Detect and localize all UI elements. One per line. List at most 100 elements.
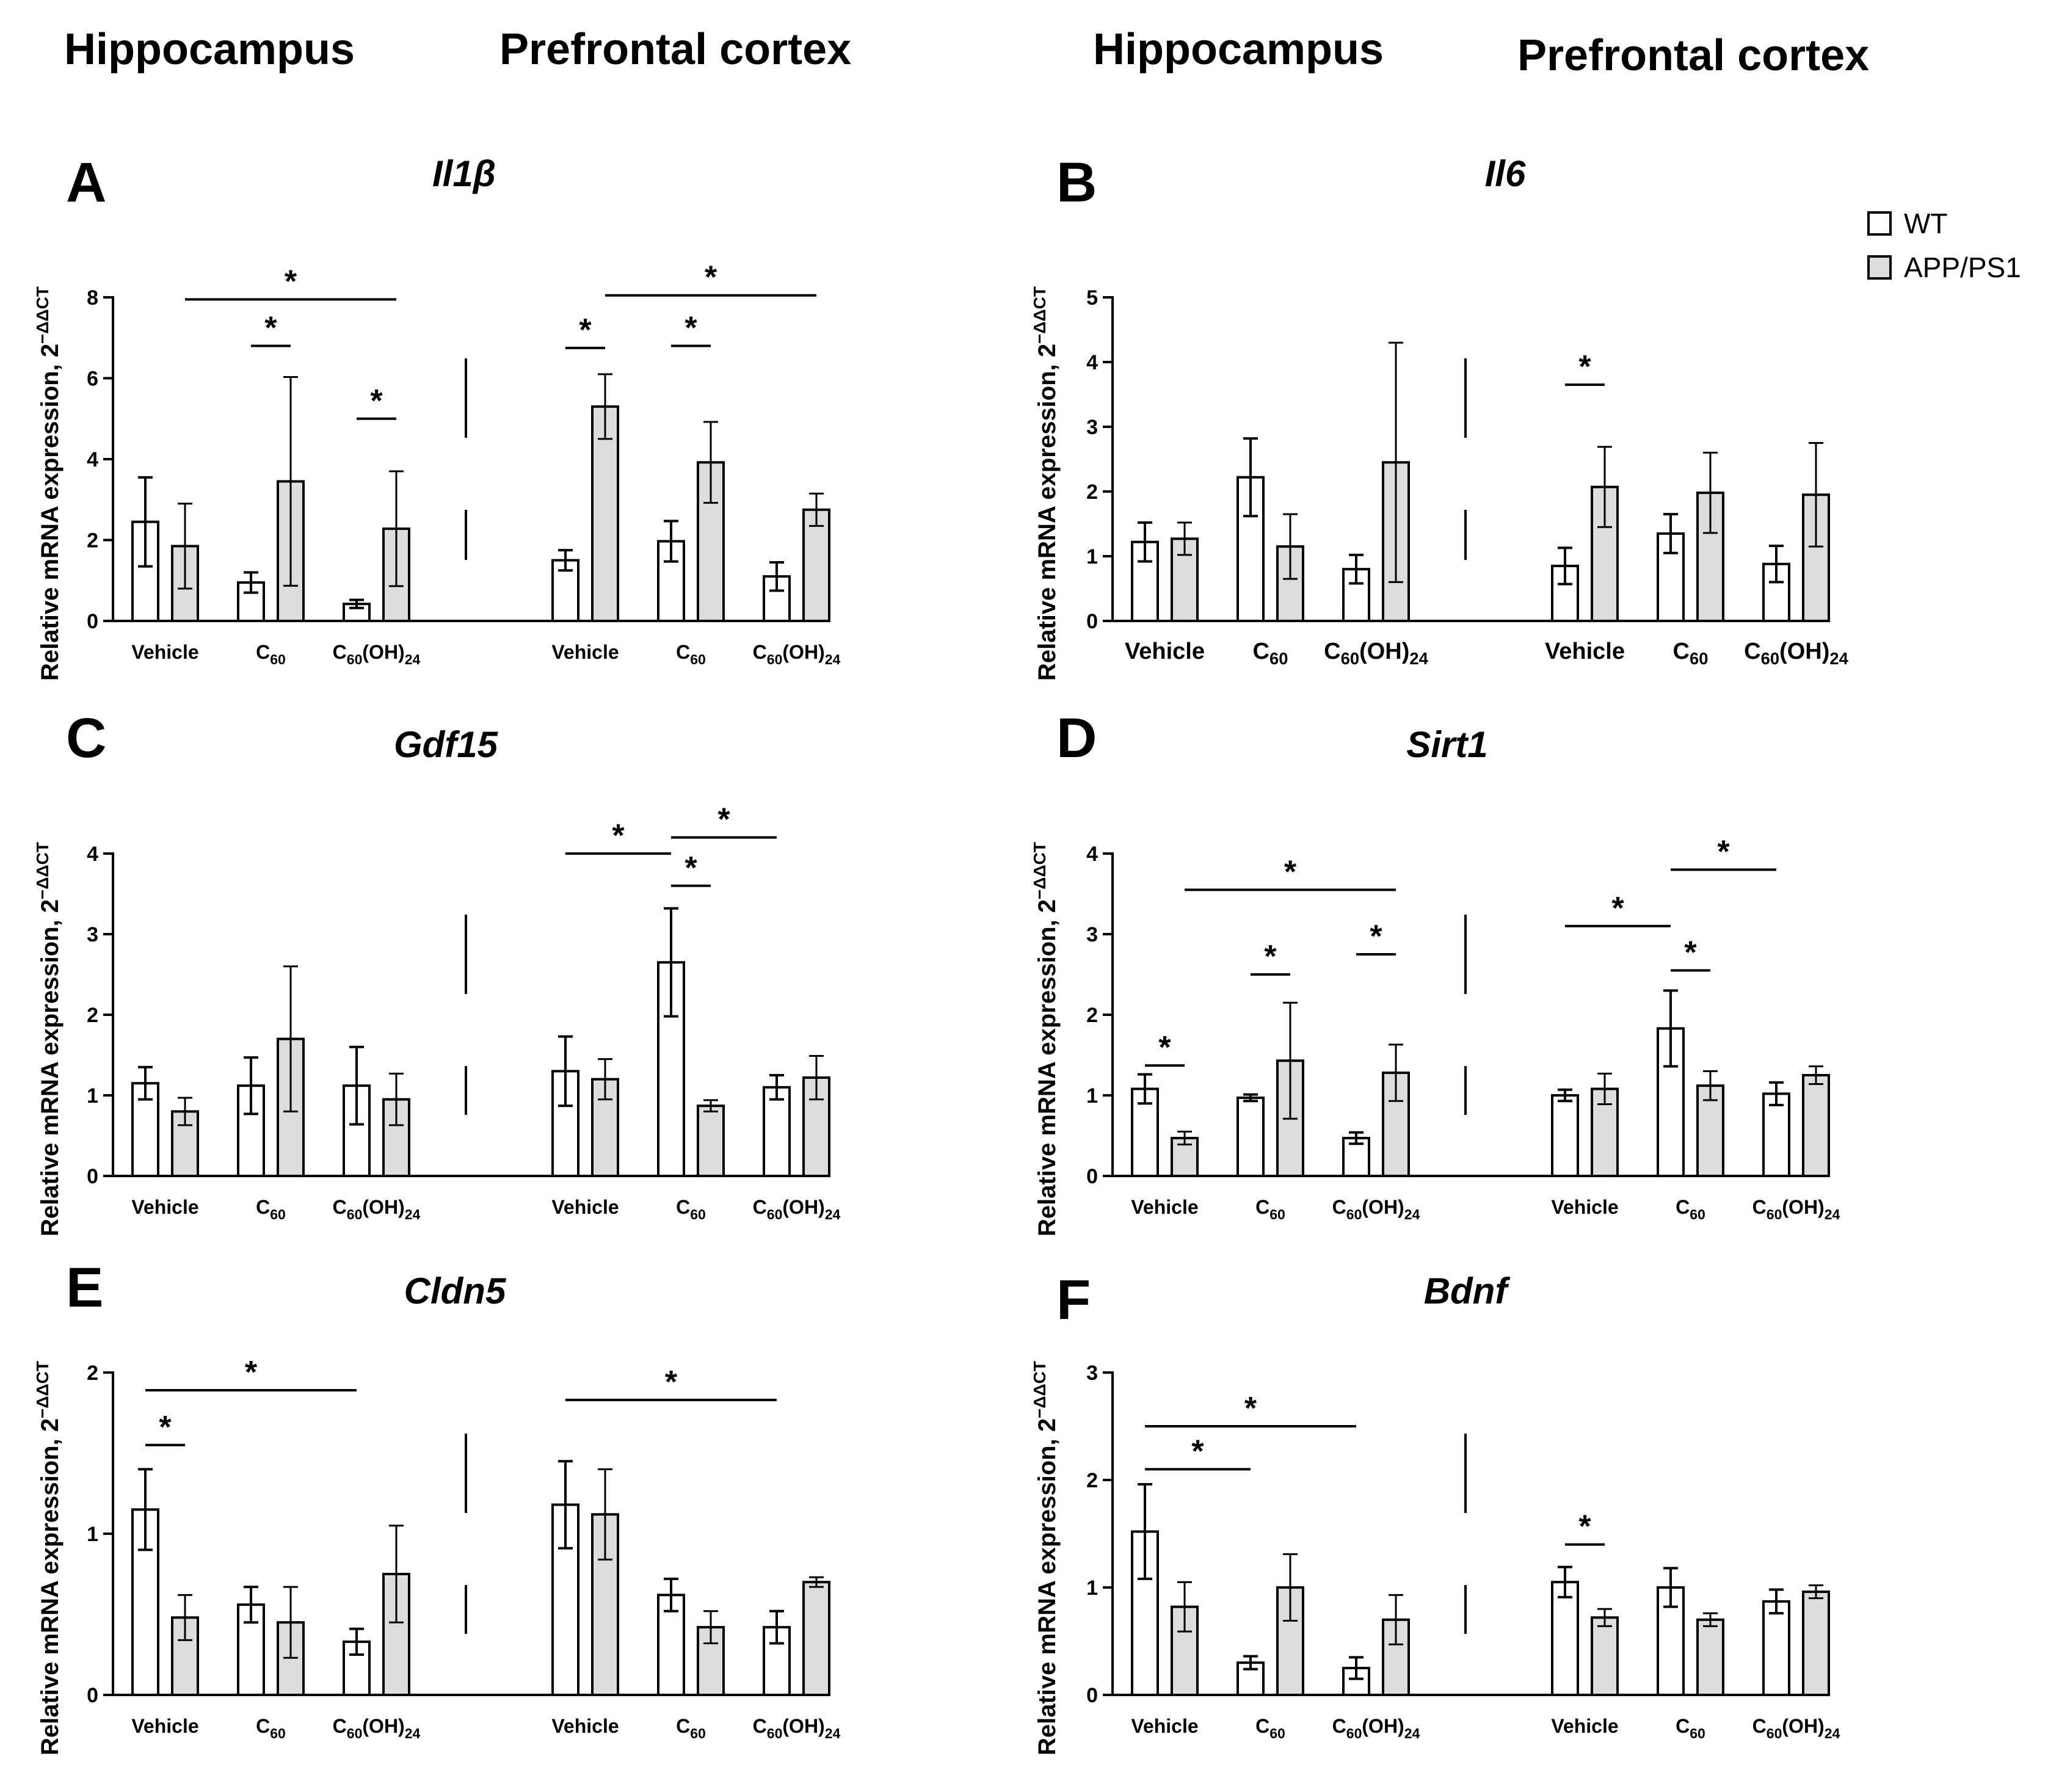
x-category-label-c60: C60: [1676, 1715, 1705, 1741]
y-tick-label: 1: [1086, 1576, 1098, 1600]
x-category-label-c60-oh-24: C60(OH)24: [1744, 639, 1848, 668]
y-tick-label: 1: [87, 1084, 98, 1108]
error-bar-app-ps1: [809, 1054, 824, 1101]
error-bar-app-ps1: [178, 502, 192, 590]
x-category-label-c60-oh-24: C60(OH)24: [1324, 639, 1428, 668]
x-category-label-c60-oh-24: C60(OH)24: [333, 641, 421, 667]
x-category-label-c60: C60: [1253, 639, 1288, 668]
significance-star: *: [1284, 854, 1297, 890]
error-bar-wt: [1663, 513, 1678, 554]
y-axis-label: Relative mRNA expression, 2−ΔΔCT: [33, 286, 64, 681]
error-bar-app-ps1: [1703, 1070, 1718, 1101]
y-tick-label: 0: [87, 1165, 98, 1188]
significance-star: *: [685, 851, 697, 886]
y-axis-label: Relative mRNA expression, 2−ΔΔCT: [33, 842, 64, 1236]
y-tick-label: 2: [87, 1004, 98, 1027]
error-bar-app-ps1: [1389, 341, 1403, 583]
x-category-label-c60: C60: [256, 1196, 286, 1222]
error-bar-app-ps1: [1177, 521, 1192, 556]
panel-d: D Sirt1 Relative mRNA expression, 2−ΔΔCT 0 1…: [1030, 707, 1840, 1236]
significance-star: *: [1684, 935, 1697, 970]
error-bar-wt: [664, 1577, 678, 1612]
x-category-label-c60: C60: [256, 641, 286, 667]
x-category-label-vehicle: Vehicle: [551, 1715, 619, 1737]
error-bar-app-ps1: [598, 373, 612, 440]
error-bar-app-ps1: [283, 376, 298, 587]
error-bar-wt: [558, 1035, 573, 1108]
significance-star: *: [245, 1355, 258, 1390]
y-tick-label: 2: [87, 1362, 98, 1385]
panel-e: E Cldn5 Relative mRNA expression, 2−ΔΔCT 0 1…: [33, 1257, 841, 1755]
bar-app-ps1-c60-prefrontal: [697, 1105, 725, 1178]
x-category-label-c60: C60: [1676, 1196, 1705, 1222]
error-bar-wt: [138, 1468, 153, 1551]
bar-app-ps1-c60-oh-24-prefrontal: [1802, 1591, 1830, 1697]
error-bar-wt: [558, 549, 573, 572]
y-tick-label: 1: [1086, 1084, 1098, 1108]
gene-title: Gdf15: [394, 724, 499, 765]
x-category-label-c60-oh-24: C60(OH)24: [333, 1196, 421, 1222]
significance-star: *: [612, 818, 625, 854]
y-tick-label: 2: [87, 529, 98, 553]
panel-c: C Gdf15 Relative mRNA expression, 2−ΔΔCT 0 1…: [33, 707, 841, 1236]
significance-star: *: [705, 260, 717, 296]
error-bar-app-ps1: [1389, 1043, 1403, 1102]
x-category-label-vehicle: Vehicle: [1551, 1196, 1618, 1218]
gene-title: Il1β: [432, 153, 496, 194]
significance-star: *: [1370, 919, 1382, 954]
significance-star: *: [1264, 939, 1277, 974]
y-tick-label: 3: [1086, 416, 1098, 439]
gene-title: Sirt1: [1406, 724, 1487, 765]
error-bar-app-ps1: [389, 1072, 404, 1126]
significance-star: *: [579, 313, 592, 348]
significance-star: *: [370, 383, 383, 419]
error-bar-wt: [349, 1045, 364, 1126]
error-bar-app-ps1: [283, 965, 298, 1112]
bar-wt-c60-oh-24-prefrontal: [763, 1086, 791, 1178]
y-axis-label: Relative mRNA expression, 2−ΔΔCT: [33, 1361, 64, 1755]
error-bar-app-ps1: [1703, 451, 1718, 534]
panel-letter-d: D: [1056, 707, 1097, 769]
legend-label-app-ps1: APP/PS1: [1904, 252, 2021, 283]
bar-wt-vehicle-prefrontal: [1551, 1094, 1579, 1177]
significance-star: *: [264, 311, 277, 346]
error-bar-app-ps1: [389, 1525, 404, 1623]
y-axis-label: Relative mRNA expression, 2−ΔΔCT: [1030, 842, 1061, 1236]
bar-app-ps1-vehicle-prefrontal: [1591, 1616, 1619, 1697]
error-bar-wt: [664, 907, 678, 1018]
error-bar-app-ps1: [809, 1576, 824, 1588]
y-tick-label: 1: [1086, 545, 1098, 568]
significance-star: *: [1611, 891, 1624, 926]
y-tick-label: 4: [87, 448, 98, 471]
error-bar-app-ps1: [703, 421, 718, 504]
error-bar-wt: [1769, 1081, 1784, 1106]
panel-a: A Il1β Relative mRNA expression, 2−ΔΔCT 0 2 4…: [33, 151, 841, 681]
error-bar-wt: [1769, 545, 1784, 584]
y-tick-label: 0: [1086, 1165, 1098, 1188]
y-tick-label: 0: [87, 1684, 98, 1707]
x-category-label-vehicle: Vehicle: [1545, 639, 1625, 664]
bar-app-ps1-c60-oh-24-prefrontal: [802, 1581, 830, 1696]
panel-letter-f: F: [1056, 1269, 1091, 1331]
x-category-label-c60-oh-24: C60(OH)24: [753, 1715, 841, 1741]
error-bar-app-ps1: [283, 1586, 298, 1659]
legend-swatch-app-ps1: [1867, 255, 1892, 280]
error-bar-wt: [769, 1609, 784, 1645]
x-category-label-c60: C60: [676, 1715, 706, 1741]
error-bar-wt: [1349, 553, 1364, 585]
error-bar-app-ps1: [1809, 1584, 1823, 1600]
x-category-label-c60: C60: [1673, 639, 1709, 668]
legend-swatch-wt: [1867, 211, 1892, 236]
y-tick-label: 0: [1086, 1684, 1098, 1707]
column-header-hippocampus-right: Hippocampus: [1093, 25, 1384, 74]
y-tick-label: 4: [87, 843, 98, 866]
column-header-prefrontal-right: Prefrontal cortex: [1517, 31, 1869, 80]
panels: A Il1β Relative mRNA expression, 2−ΔΔCT 0 2 4…: [33, 151, 1849, 1755]
column-header-prefrontal-left: Prefrontal cortex: [499, 25, 851, 74]
bar-wt-vehicle-prefrontal: [1551, 1581, 1579, 1696]
x-category-label-c60: C60: [676, 641, 706, 667]
error-bar-wt: [1558, 546, 1572, 586]
significance-star: *: [1158, 1030, 1171, 1065]
error-bar-app-ps1: [1283, 1553, 1298, 1622]
error-bar-app-ps1: [703, 1610, 718, 1645]
